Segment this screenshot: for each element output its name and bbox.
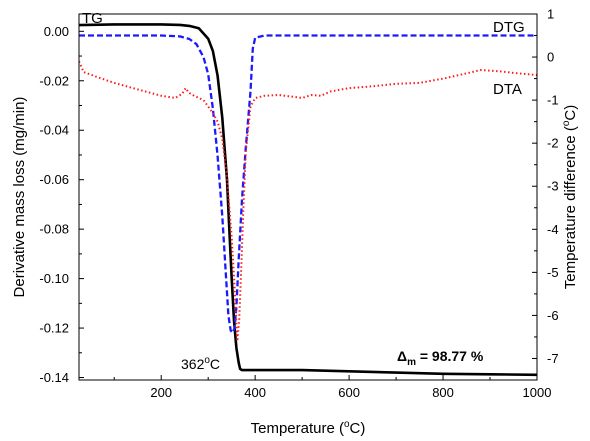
y-left-tick-label: -0.02 — [39, 73, 69, 88]
y-right-tick-label: -1 — [547, 93, 559, 108]
y-right-tick-label: 1 — [547, 7, 554, 22]
axes-layer: 200 400 600 800 1000 0.00 -0.02 -0.04 -0.06 -0.08… — [11, 7, 579, 438]
y-right-tick-label: -4 — [547, 222, 559, 237]
x-tick-label: 200 — [150, 385, 172, 400]
series-label-dtg: DTG — [493, 19, 525, 36]
plot-frame — [78, 13, 538, 381]
y-left-tick-label: 0.00 — [44, 24, 69, 39]
x-tick-label: 1000 — [523, 385, 552, 400]
series-line-tg — [79, 23, 537, 377]
series-label-tg: TG — [82, 10, 103, 27]
y-left-tick-label: -0.14 — [39, 370, 69, 385]
y-left-axis-title: Derivative mass loss (mg/min) — [11, 97, 28, 298]
x-tick-label: 800 — [432, 385, 454, 400]
y-left-tick-label: -0.04 — [39, 123, 69, 138]
y-right-tick-label: -3 — [547, 179, 559, 194]
series-line-dta — [79, 60, 537, 343]
y-right-tick-label: -5 — [547, 265, 559, 280]
y-right-axis-title: Temperature difference (oC) — [561, 105, 579, 290]
x-tick-label: 400 — [244, 385, 266, 400]
y-right-tick-label: -7 — [547, 351, 559, 366]
x-axis-title: Temperature (oC) — [251, 419, 366, 437]
y-left-tick-label: -0.06 — [39, 172, 69, 187]
y-right-tick-label: -2 — [547, 136, 559, 151]
plot-layer — [79, 23, 537, 377]
y-right-tick-label: 0 — [547, 50, 554, 65]
y-right-tick-label: -6 — [547, 308, 559, 323]
x-tick-label: 600 — [338, 385, 360, 400]
y-left-tick-label: -0.08 — [39, 222, 69, 237]
y-left-tick-label: -0.12 — [39, 321, 69, 336]
mass-loss-annotation: Δm = 98.77 % — [397, 348, 484, 368]
peak-temp-annotation: 362oC — [181, 355, 220, 372]
y-left-tick-label: -0.10 — [39, 271, 69, 286]
series-label-dta: DTA — [493, 81, 522, 98]
series-line-dtg — [79, 34, 537, 334]
series-group — [79, 23, 537, 377]
